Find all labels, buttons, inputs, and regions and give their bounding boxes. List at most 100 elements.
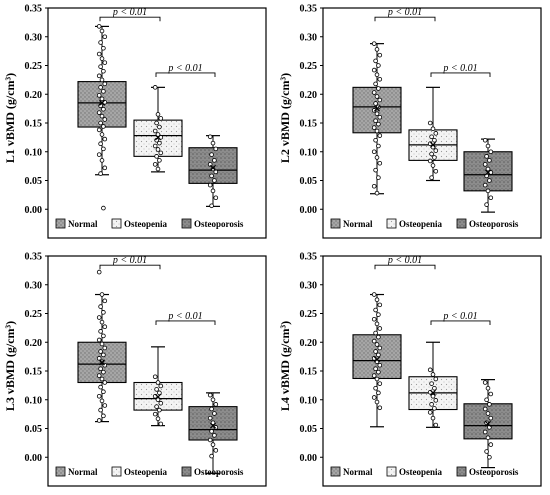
osteopenia-data-point [155, 132, 161, 137]
osteopenia-data-point [429, 381, 434, 386]
osteopenia-data-point [155, 147, 161, 152]
normal-data-point [377, 405, 383, 411]
normal-data-point [376, 175, 381, 180]
normal-data-point [96, 127, 102, 133]
y-tick-label: 0.30 [300, 280, 318, 291]
osteopenia-data-point [154, 404, 159, 409]
osteopenia-data-point [427, 120, 433, 126]
normal-data-point [98, 120, 103, 126]
y-tick-label: 0.05 [25, 424, 43, 435]
normal-data-point [373, 137, 378, 143]
normal-data-point [96, 24, 102, 29]
osteopenia-data-point [427, 367, 433, 373]
normal-data-point [374, 128, 380, 134]
normal-data-point [377, 362, 383, 368]
normal-data-point [377, 345, 383, 351]
normal-data-point [101, 68, 106, 74]
normal-data-point [101, 352, 106, 358]
normal-data-point [373, 58, 378, 64]
osteoporosis-data-point [212, 411, 217, 416]
y-tick-label: 0.10 [300, 395, 318, 406]
normal-data-point [102, 81, 108, 87]
osteoporosis-data-point [482, 137, 488, 143]
y-tick-label: 0.20 [25, 338, 43, 349]
osteopenia-data-point [157, 390, 162, 396]
legend-swatch-osteopenia [111, 218, 122, 229]
osteopenia-data-point [158, 135, 164, 140]
osteopenia-data-point [432, 385, 437, 391]
normal-data-point [101, 45, 106, 51]
osteopenia-data-point [430, 415, 436, 421]
normal-data-point [102, 34, 108, 40]
normal-data-point [374, 190, 380, 196]
normal-data-point [377, 160, 383, 166]
y-axis-label: L2 vBMD (g/cm³) [278, 73, 292, 163]
normal-data-point [371, 90, 377, 95]
legend-label-osteoporosis: Osteoporosis [469, 219, 519, 229]
legend-label-osteopenia: Osteopenia [399, 467, 443, 477]
osteoporosis-mean-marker [484, 169, 492, 176]
legend-swatch-normal [55, 466, 66, 477]
legend-label-osteoporosis: Osteoporosis [194, 467, 244, 477]
normal-mean-marker [98, 99, 106, 106]
normal-data-point [376, 86, 381, 91]
normal-data-point [374, 342, 380, 347]
significance-bracket [374, 16, 436, 22]
osteopenia-data-point [152, 411, 158, 417]
normal-data-point [377, 381, 383, 386]
normal-data-point [376, 390, 381, 396]
normal-data-point [374, 376, 380, 382]
osteoporosis-data-point [209, 429, 214, 434]
panel-l2: 0.00 0.05 0.10 0.15 0.20 0.25 0.30 0.35 L2 vBMD … [275, 0, 550, 247]
osteopenia-mean-marker [154, 134, 162, 141]
y-tick-label: 0.10 [300, 147, 318, 158]
significance-bracket [99, 264, 161, 270]
legend-swatch-osteoporosis [181, 466, 192, 477]
osteopenia-data-point [157, 140, 162, 146]
y-axis-label: L1 vBMD (g/cm³) [3, 73, 17, 163]
significance-bracket [430, 320, 491, 325]
normal-data-point [96, 51, 102, 57]
normal-data-point [96, 73, 102, 79]
normal-data-point [99, 96, 105, 102]
osteoporosis-data-point [209, 203, 214, 209]
normal-data-point [98, 141, 103, 147]
normal-data-point [371, 316, 377, 322]
normal-data-point [96, 394, 102, 399]
legend-swatch-osteopenia [386, 218, 397, 229]
significance-bracket [155, 320, 216, 325]
normal-data-point [102, 165, 108, 171]
significance-label: p < 0.01 [112, 255, 147, 266]
normal-data-point [98, 85, 103, 90]
normal-data-point [374, 47, 380, 52]
osteopenia-data-point [155, 416, 161, 422]
normal-data-point [376, 312, 381, 317]
normal-mean-marker [98, 359, 106, 366]
osteoporosis-data-point [484, 202, 489, 207]
normal-data-point [98, 384, 103, 390]
legend-label-osteoporosis: Osteoporosis [194, 219, 244, 229]
y-tick-label: 0.10 [25, 395, 43, 406]
normal-data-point [371, 183, 377, 189]
normal-data-point [99, 319, 105, 325]
osteopenia-data-point [427, 158, 433, 164]
normal-data-point [377, 326, 383, 331]
osteoporosis-data-point [488, 442, 494, 447]
normal-data-point [377, 133, 383, 138]
osteopenia-data-point [152, 374, 158, 380]
osteoporosis-data-point [488, 415, 494, 421]
normal-data-point [371, 395, 377, 400]
osteopenia-data-point [155, 380, 161, 385]
osteopenia-data-point [152, 143, 158, 149]
legend-label-normal: Normal [68, 219, 98, 229]
osteopenia-mean-marker [154, 393, 162, 400]
normal-data-point [98, 64, 103, 69]
legend-swatch-normal [330, 466, 341, 477]
normal-data-point [371, 125, 377, 130]
normal-data-point [373, 385, 378, 391]
normal-data-point [99, 292, 105, 297]
significance-bracket [374, 264, 436, 270]
normal-data-point [376, 352, 381, 358]
osteopenia-data-point [433, 148, 439, 153]
osteoporosis-mean-marker [209, 164, 217, 171]
